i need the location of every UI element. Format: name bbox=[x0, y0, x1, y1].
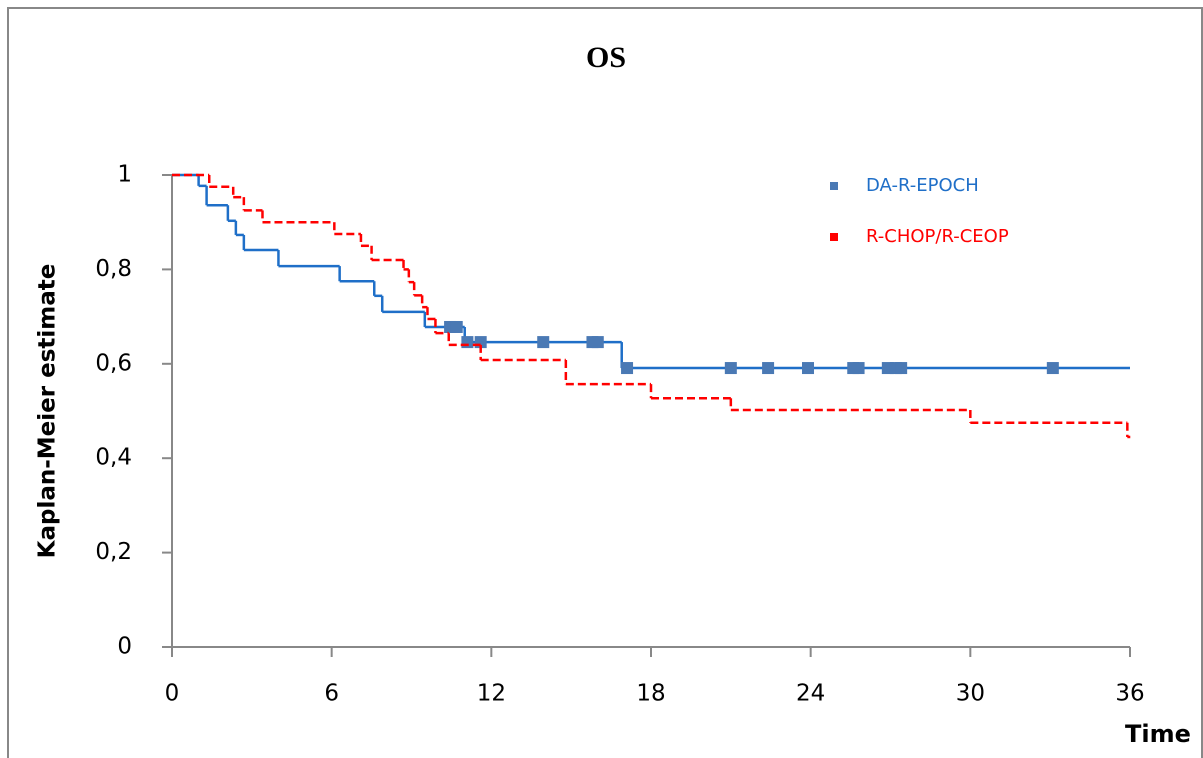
y-tick-label: 0,6 bbox=[95, 350, 132, 376]
x-axis-label: Time bbox=[1125, 720, 1191, 748]
x-tick-label: 18 bbox=[636, 681, 665, 707]
legend-swatch bbox=[830, 233, 838, 241]
censor-mark bbox=[591, 336, 604, 349]
censor-mark bbox=[762, 362, 775, 375]
y-tick-label: 1 bbox=[117, 162, 132, 188]
legend-swatch bbox=[830, 182, 838, 190]
censor-mark bbox=[852, 362, 865, 375]
censor-mark bbox=[537, 336, 550, 349]
x-tick-label: 36 bbox=[1115, 681, 1144, 707]
x-tick-label: 24 bbox=[796, 681, 825, 707]
x-tick-label: 6 bbox=[324, 681, 339, 707]
censor-mark bbox=[895, 362, 908, 375]
y-tick-label: 0 bbox=[117, 634, 132, 660]
censor-mark bbox=[1046, 362, 1059, 375]
x-tick-label: 0 bbox=[165, 681, 180, 707]
censor-mark bbox=[802, 362, 815, 375]
y-tick-label: 0,4 bbox=[95, 445, 132, 471]
legend-label: DA-R-EPOCH bbox=[866, 175, 979, 196]
y-axis-label: Kaplan-Meier estimate bbox=[35, 264, 61, 559]
y-tick-label: 0,2 bbox=[95, 539, 132, 565]
legend-label: R-CHOP/R-CEOP bbox=[866, 226, 1009, 247]
censor-mark bbox=[461, 336, 474, 349]
censor-mark bbox=[724, 362, 737, 375]
x-tick-label: 30 bbox=[956, 681, 985, 707]
y-tick-label: 0,8 bbox=[95, 256, 132, 282]
censor-mark bbox=[621, 362, 634, 375]
chart-title: OS bbox=[586, 41, 626, 74]
x-tick-label: 12 bbox=[477, 681, 506, 707]
censor-mark bbox=[450, 320, 463, 333]
